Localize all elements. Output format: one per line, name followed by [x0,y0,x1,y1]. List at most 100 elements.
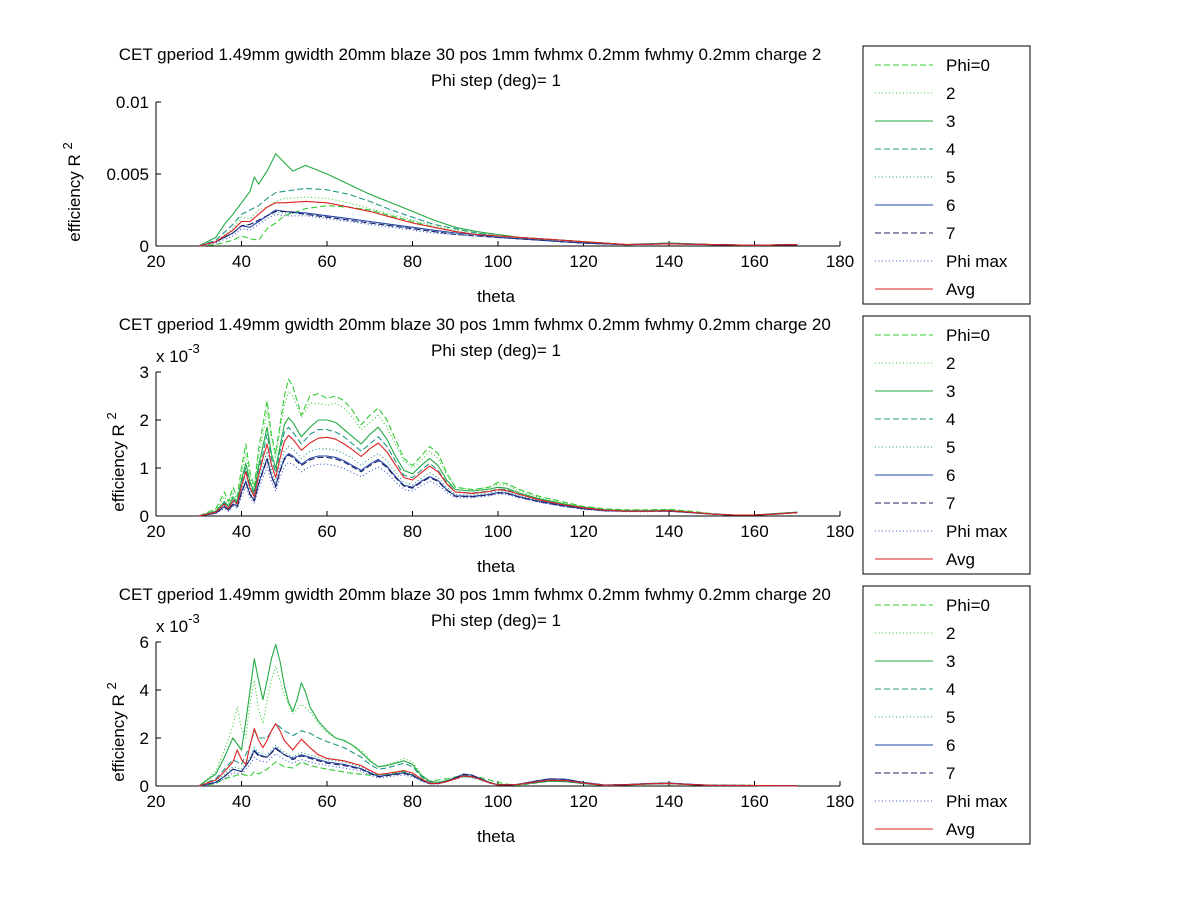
x-axis-label: theta [477,827,515,846]
x-tick-label: 80 [403,252,422,271]
y-exponent-label: x 10-3 [156,611,200,636]
x-axis-label: theta [477,557,515,576]
legend-label: 7 [946,764,955,783]
x-tick-label: 160 [740,252,768,271]
series-line-4 [198,723,798,787]
x-tick-label: 40 [232,792,251,811]
x-tick-label: 140 [655,792,683,811]
chart-subtitle: Phi step (deg)= 1 [431,611,561,630]
x-tick-label: 20 [147,252,166,271]
x-tick-label: 120 [569,252,597,271]
legend-label: 7 [946,224,955,243]
legend-label: 5 [946,438,955,457]
series-line-5 [198,445,798,517]
series-line-2 [198,196,798,247]
legend-label: 5 [946,708,955,727]
legend-label: 2 [946,624,955,643]
legend: Phi=0 2 3 4 5 6 7 Phi max Avg [862,315,1031,575]
series-line-3 [198,153,798,247]
y-tick-label: 0 [140,507,149,526]
legend-label: Phi=0 [946,596,990,615]
legend-label: Avg [946,820,975,839]
x-tick-label: 140 [655,252,683,271]
legend-label: 3 [946,112,955,131]
x-tick-label: 60 [318,522,337,541]
legend-label: 4 [946,140,955,159]
x-tick-label: 100 [484,522,512,541]
y-tick-label: 4 [140,681,149,700]
y-axis-label-sup: 2 [60,142,75,149]
x-tick-label: 40 [232,522,251,541]
y-axis-label: efficiency R 2 [60,142,84,242]
series-line-3 [198,643,798,787]
series-line-4 [198,187,798,247]
series-line-9 [198,200,798,247]
series-line-1 [198,378,798,517]
y-axis-label-sup: 2 [104,682,119,689]
y-tick-label: 1 [140,459,149,478]
legend-label: 4 [946,410,955,429]
chart-subtitle: Phi step (deg)= 1 [431,341,561,360]
x-tick-label: 80 [403,522,422,541]
x-tick-label: 60 [318,792,337,811]
legend-label: 3 [946,382,955,401]
legend: Phi=0 2 3 4 5 6 7 Phi max Avg [862,585,1031,845]
x-tick-label: 100 [484,252,512,271]
y-tick-label: 3 [140,363,149,382]
y-tick-label: 0 [140,777,149,796]
y-tick-label: 0.005 [106,165,149,184]
chart-subtitle: Phi step (deg)= 1 [431,71,561,90]
x-tick-label: 20 [147,792,166,811]
legend-label: 3 [946,652,955,671]
y-tick-label: 6 [140,633,149,652]
legend-label: 4 [946,680,955,699]
x-tick-label: 180 [826,522,854,541]
legend-box [862,585,1031,845]
x-axis-label: theta [477,287,515,306]
legend-label: 7 [946,494,955,513]
x-tick-label: 120 [569,522,597,541]
y-axis-label: efficiency R 2 [104,412,128,512]
series-line-3 [198,417,798,517]
legend-label: 2 [946,354,955,373]
series-line-1 [198,761,798,787]
y-tick-label: 0 [140,237,149,256]
x-tick-label: 120 [569,792,597,811]
x-tick-label: 40 [232,252,251,271]
x-tick-label: 160 [740,792,768,811]
legend-label: 5 [946,168,955,187]
series-line-4 [198,426,798,517]
x-tick-label: 180 [826,792,854,811]
legend-label: Phi max [946,792,1008,811]
series-line-9 [198,434,798,517]
series-line-6 [198,747,798,787]
series-line-7 [198,454,798,517]
y-tick-label: 2 [140,729,149,748]
legend-box [862,45,1031,305]
legend-label: Phi=0 [946,56,990,75]
x-tick-label: 60 [318,252,337,271]
legend-label: Phi max [946,252,1008,271]
y-exponent-sup: -3 [188,341,200,356]
x-tick-label: 140 [655,522,683,541]
y-tick-label: 0.01 [116,93,149,112]
legend-label: 2 [946,84,955,103]
series-line-8 [198,213,798,247]
series-line-7 [198,210,798,247]
series-line-5 [198,744,798,787]
legend-box [862,315,1031,575]
x-tick-label: 160 [740,522,768,541]
legend-label: Avg [946,550,975,569]
y-axis-label: efficiency R 2 [104,682,128,782]
y-exponent-label: x 10-3 [156,341,200,366]
x-tick-label: 20 [147,522,166,541]
series-line-2 [198,665,798,787]
y-tick-label: 2 [140,411,149,430]
series-line-6 [198,453,798,517]
y-axis-label-sup: 2 [104,412,119,419]
legend-label: 6 [946,466,955,485]
